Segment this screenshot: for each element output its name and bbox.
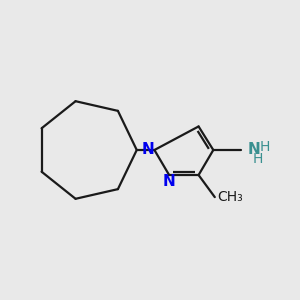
Text: H: H xyxy=(252,152,262,166)
Text: H: H xyxy=(260,140,270,154)
Text: CH₃: CH₃ xyxy=(218,190,244,203)
Text: N: N xyxy=(247,142,260,158)
Text: N: N xyxy=(163,174,175,189)
Text: N: N xyxy=(142,142,154,157)
